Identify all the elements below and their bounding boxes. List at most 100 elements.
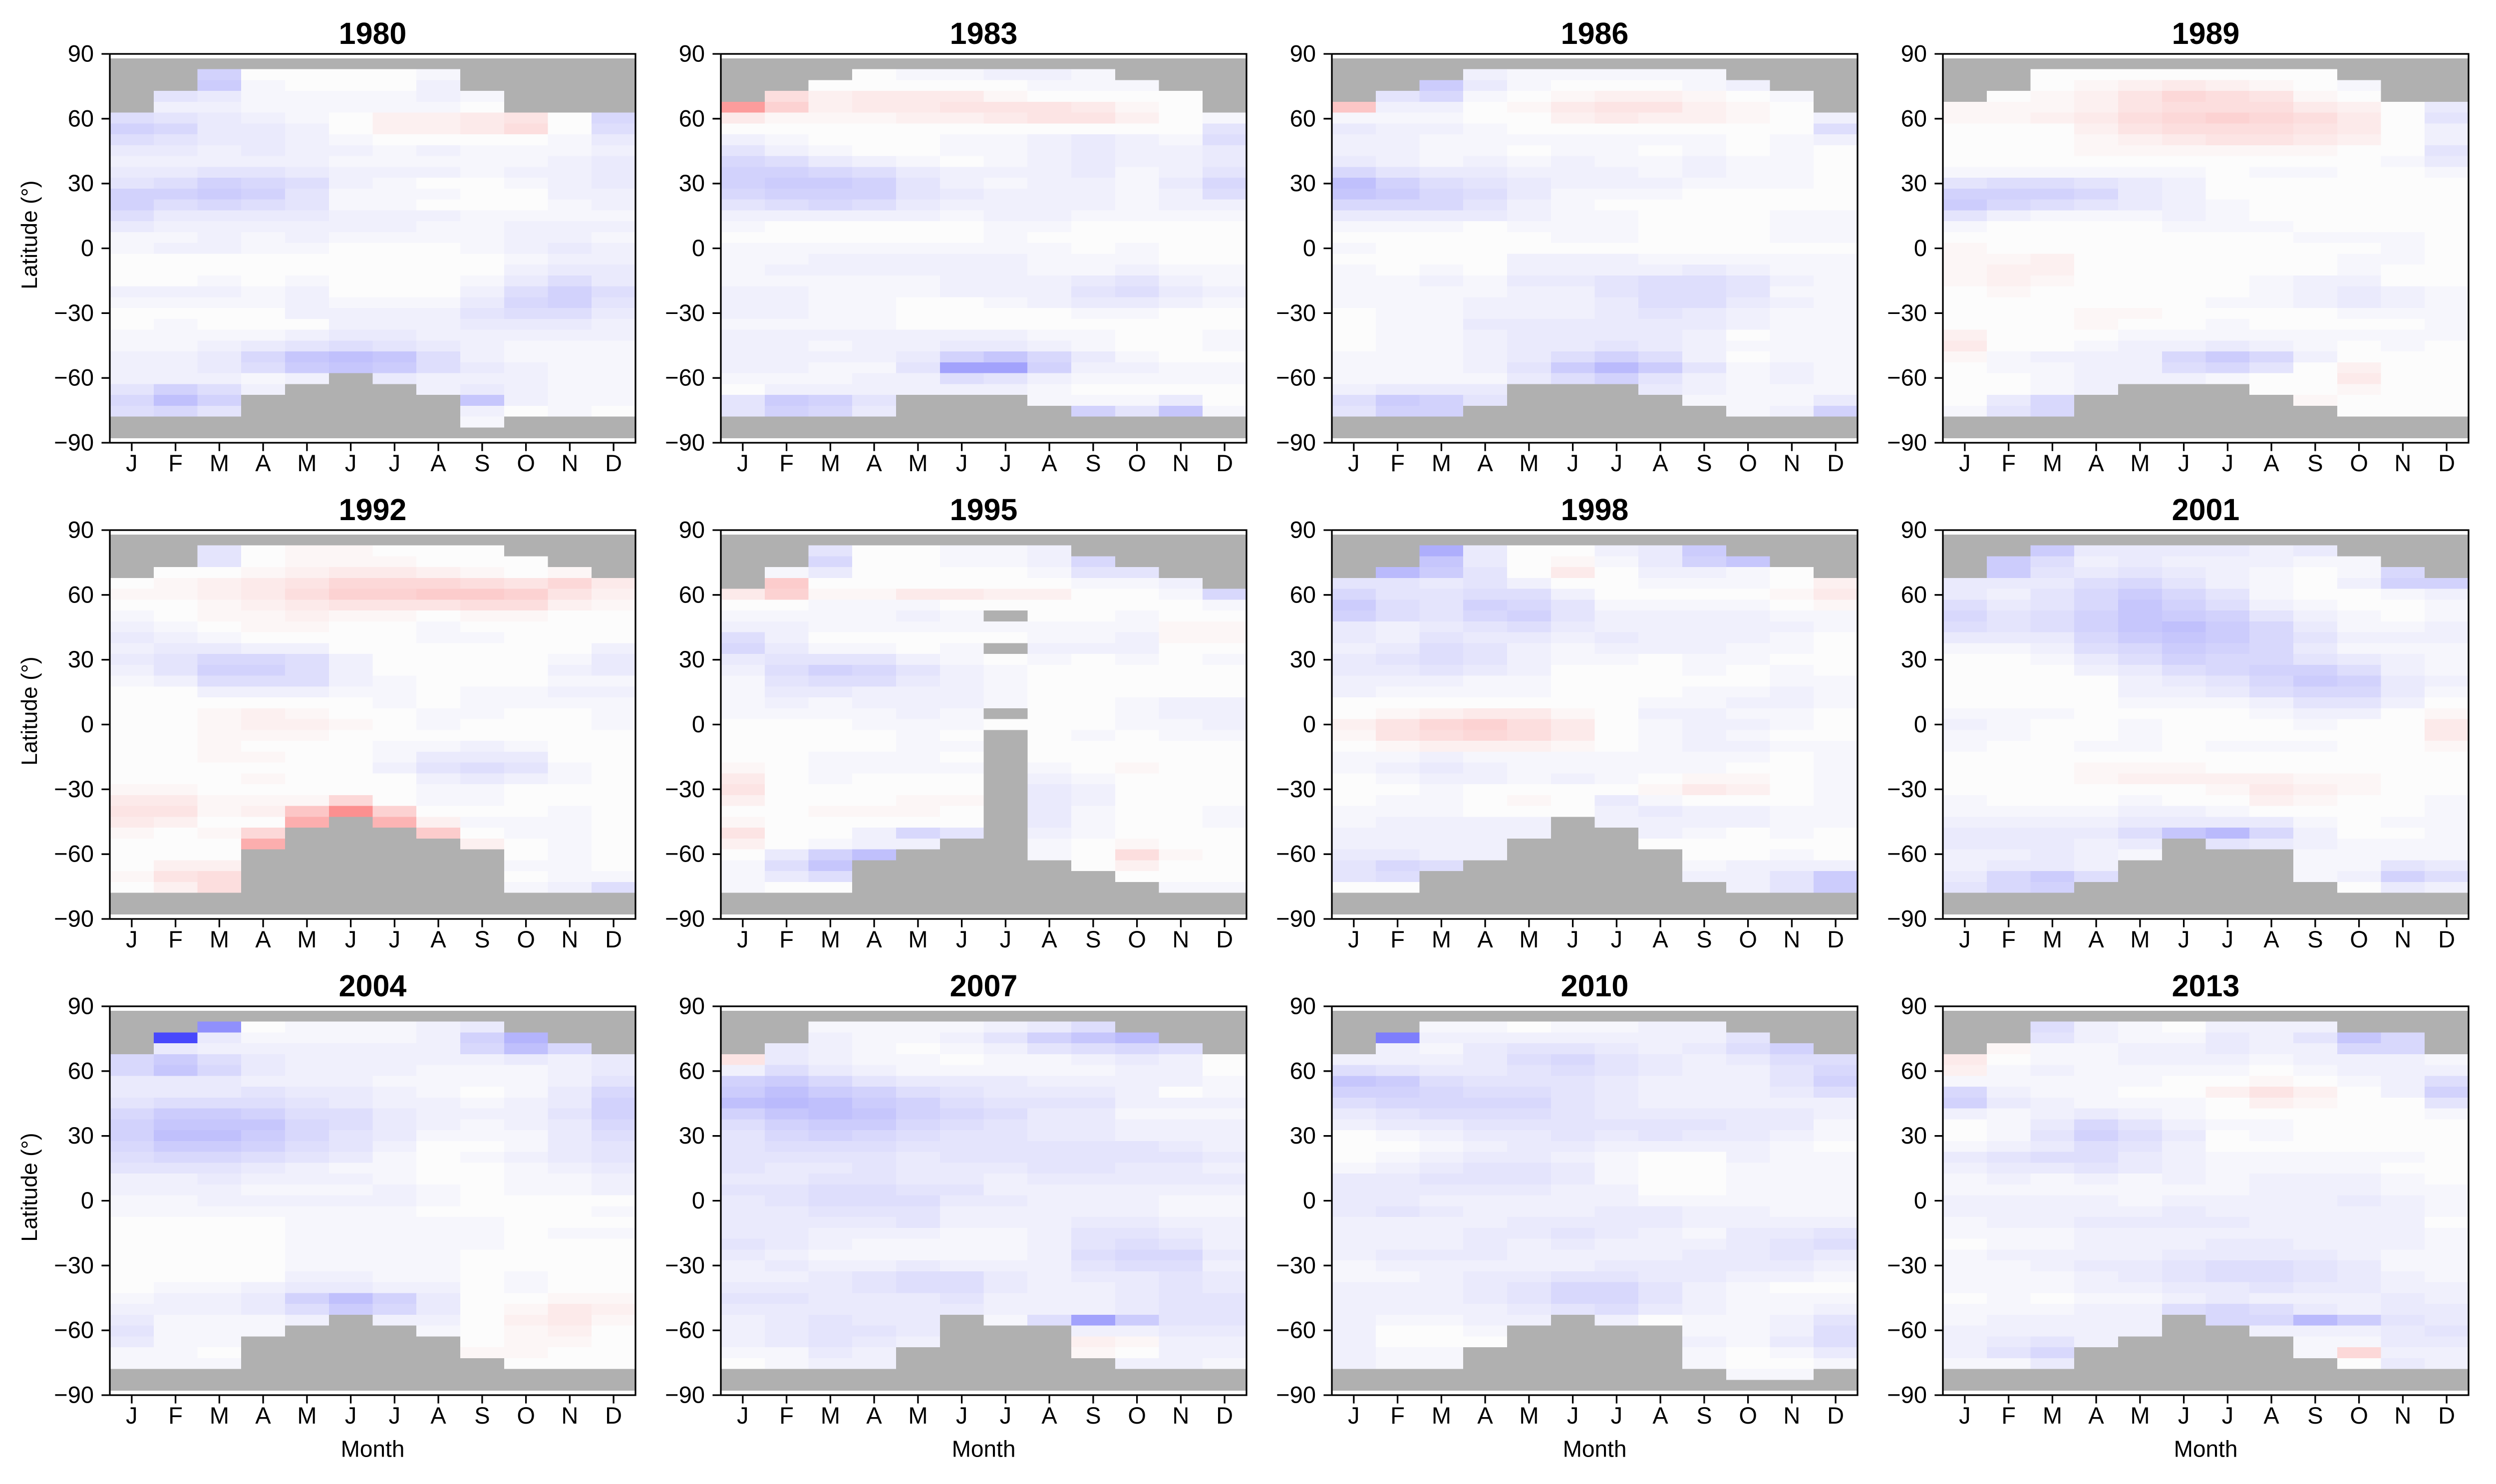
svg-text:30: 30 [1290, 1122, 1316, 1149]
svg-text:S: S [2307, 450, 2323, 476]
svg-text:90: 90 [679, 40, 705, 67]
svg-text:−30: −30 [1887, 1252, 1927, 1278]
svg-text:30: 30 [679, 1122, 705, 1149]
svg-text:60: 60 [679, 581, 705, 607]
svg-text:A: A [866, 926, 882, 952]
svg-text:M: M [2130, 450, 2150, 476]
svg-text:−30: −30 [665, 299, 705, 326]
svg-text:0: 0 [1303, 711, 1316, 737]
svg-text:F: F [168, 450, 183, 476]
svg-text:N: N [1172, 450, 1189, 476]
svg-text:−90: −90 [54, 429, 94, 456]
svg-text:J: J [2178, 450, 2190, 476]
svg-text:30: 30 [1901, 170, 1927, 196]
svg-text:A: A [1652, 450, 1668, 476]
svg-text:J: J [737, 926, 749, 952]
svg-text:N: N [2394, 926, 2411, 952]
svg-text:M: M [1432, 450, 1451, 476]
svg-text:M: M [908, 450, 928, 476]
svg-text:60: 60 [1901, 581, 1927, 607]
svg-text:30: 30 [679, 646, 705, 672]
svg-text:J: J [389, 1402, 401, 1429]
svg-text:1992: 1992 [339, 493, 407, 527]
svg-text:−90: −90 [1276, 1382, 1316, 1408]
svg-text:F: F [168, 926, 183, 952]
svg-text:−60: −60 [665, 1317, 705, 1343]
svg-text:2001: 2001 [2172, 493, 2240, 527]
svg-text:1995: 1995 [950, 493, 1018, 527]
svg-text:−90: −90 [665, 905, 705, 932]
svg-text:N: N [561, 926, 578, 952]
svg-text:J: J [389, 926, 401, 952]
svg-text:A: A [1477, 450, 1493, 476]
svg-text:30: 30 [68, 170, 94, 196]
svg-text:−30: −30 [1887, 299, 1927, 326]
svg-text:J: J [956, 1402, 968, 1429]
svg-text:1998: 1998 [1561, 493, 1629, 527]
svg-text:30: 30 [679, 170, 705, 196]
svg-text:J: J [1959, 450, 1971, 476]
svg-text:−60: −60 [1276, 841, 1316, 867]
svg-text:N: N [1172, 926, 1189, 952]
svg-text:F: F [2001, 450, 2016, 476]
svg-text:D: D [605, 926, 622, 952]
svg-text:F: F [779, 926, 794, 952]
svg-text:0: 0 [81, 711, 94, 737]
svg-text:D: D [1216, 926, 1233, 952]
svg-text:J: J [126, 1402, 138, 1429]
svg-text:S: S [1696, 1402, 1712, 1429]
svg-text:A: A [1652, 1402, 1668, 1429]
svg-text:90: 90 [68, 517, 94, 543]
svg-text:S: S [1696, 450, 1712, 476]
svg-text:A: A [430, 450, 446, 476]
svg-text:F: F [2001, 1402, 2016, 1429]
svg-text:D: D [605, 450, 622, 476]
svg-text:S: S [474, 1402, 490, 1429]
svg-text:J: J [1000, 926, 1012, 952]
svg-text:J: J [956, 450, 968, 476]
svg-text:M: M [908, 926, 928, 952]
svg-text:D: D [1827, 450, 1844, 476]
svg-text:0: 0 [692, 1187, 705, 1213]
svg-text:A: A [2088, 450, 2104, 476]
svg-text:D: D [1216, 450, 1233, 476]
svg-text:S: S [1085, 926, 1101, 952]
svg-text:N: N [1783, 1402, 1800, 1429]
svg-text:90: 90 [1901, 993, 1927, 1019]
svg-text:N: N [561, 450, 578, 476]
svg-text:D: D [2438, 926, 2455, 952]
svg-text:O: O [1128, 1402, 1146, 1429]
svg-text:−30: −30 [1887, 776, 1927, 802]
svg-text:M: M [2043, 450, 2062, 476]
svg-text:M: M [821, 1402, 840, 1429]
svg-text:J: J [2222, 450, 2234, 476]
svg-text:−90: −90 [54, 1382, 94, 1408]
svg-text:60: 60 [1290, 1057, 1316, 1084]
svg-text:60: 60 [1901, 105, 1927, 131]
svg-text:F: F [2001, 926, 2016, 952]
svg-text:A: A [2263, 450, 2279, 476]
svg-text:60: 60 [1290, 105, 1316, 131]
svg-text:0: 0 [1914, 1187, 1927, 1213]
svg-text:M: M [1432, 926, 1451, 952]
svg-text:A: A [255, 1402, 271, 1429]
svg-text:O: O [1128, 926, 1146, 952]
svg-text:J: J [126, 450, 138, 476]
svg-text:D: D [1216, 1402, 1233, 1429]
svg-text:M: M [297, 450, 316, 476]
svg-text:J: J [345, 450, 357, 476]
svg-text:J: J [1611, 926, 1623, 952]
svg-text:M: M [2043, 1402, 2062, 1429]
svg-text:60: 60 [68, 105, 94, 131]
svg-text:−30: −30 [1276, 776, 1316, 802]
svg-text:M: M [210, 1402, 229, 1429]
svg-text:M: M [2130, 1402, 2150, 1429]
svg-text:0: 0 [692, 235, 705, 261]
svg-text:A: A [1652, 926, 1668, 952]
svg-text:A: A [1477, 926, 1493, 952]
svg-text:A: A [2263, 1402, 2279, 1429]
svg-text:F: F [1390, 450, 1405, 476]
svg-text:2004: 2004 [339, 969, 407, 1003]
svg-text:J: J [126, 926, 138, 952]
svg-text:A: A [1041, 926, 1057, 952]
